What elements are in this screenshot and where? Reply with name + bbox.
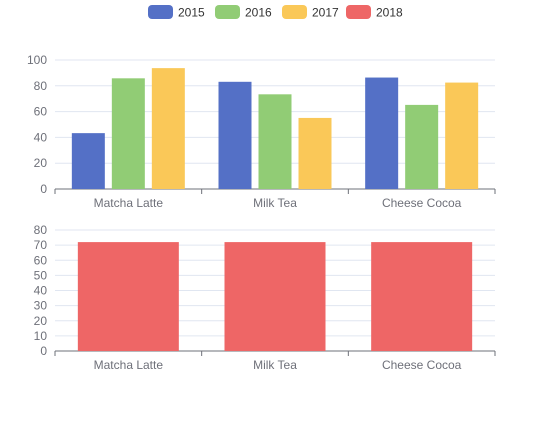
y-tick-label: 40 [34, 284, 48, 298]
x-tick-label: Matcha Latte [94, 358, 164, 372]
bar-2016-matcha-latte[interactable] [111, 78, 145, 189]
x-tick-label: Cheese Cocoa [382, 358, 462, 372]
bar-2016-cheese-cocoa[interactable] [405, 104, 439, 189]
bar-2017-milk-tea[interactable] [298, 117, 332, 189]
legend-swatch-2016 [215, 5, 240, 19]
legend-swatch-2018 [346, 5, 371, 19]
y-tick-label: 80 [34, 79, 48, 93]
y-tick-label: 20 [34, 314, 48, 328]
legend-swatch-2015 [148, 5, 173, 19]
bar-2017-matcha-latte[interactable] [151, 68, 185, 189]
y-tick-label: 60 [34, 105, 48, 119]
x-tick-label: Cheese Cocoa [382, 196, 462, 210]
legend: 2015 2016 2017 2018 [148, 5, 403, 20]
x-tick-label: Milk Tea [253, 358, 297, 372]
legend-label-2016: 2016 [245, 6, 272, 20]
bar-2018-cheese-cocoa[interactable] [371, 242, 473, 351]
legend-item-2015[interactable]: 2015 [148, 5, 205, 20]
legend-item-2016[interactable]: 2016 [215, 5, 272, 20]
top-chart: 0 20 40 60 80 100 Matcha Latte Milk Tea Cheese C… [27, 53, 496, 210]
legend-item-2017[interactable]: 2017 [282, 5, 339, 20]
y-tick-label: 100 [27, 53, 47, 67]
bar-2018-milk-tea[interactable] [224, 242, 326, 351]
bar-2016-milk-tea[interactable] [258, 94, 292, 189]
y-tick-label: 20 [34, 156, 48, 170]
y-tick-label: 10 [34, 329, 48, 343]
y-tick-label: 50 [34, 268, 48, 282]
y-tick-label: 0 [40, 182, 47, 196]
y-tick-label: 70 [34, 238, 48, 252]
legend-swatch-2017 [282, 5, 307, 19]
x-tick-label: Milk Tea [253, 196, 297, 210]
bar-2015-matcha-latte[interactable] [71, 133, 105, 189]
bar-2018-matcha-latte[interactable] [77, 242, 179, 351]
y-tick-label: 80 [34, 223, 48, 237]
bar-2015-milk-tea[interactable] [218, 81, 252, 189]
y-tick-label: 40 [34, 130, 48, 144]
legend-label-2018: 2018 [376, 6, 403, 20]
bar-2015-cheese-cocoa[interactable] [365, 77, 399, 189]
bar-2017-cheese-cocoa[interactable] [445, 82, 479, 189]
y-tick-label: 60 [34, 253, 48, 267]
x-tick-label: Matcha Latte [94, 196, 164, 210]
y-tick-label: 0 [40, 344, 47, 358]
legend-label-2017: 2017 [312, 6, 339, 20]
legend-label-2015: 2015 [178, 6, 205, 20]
legend-item-2018[interactable]: 2018 [346, 5, 403, 20]
y-tick-label: 30 [34, 299, 48, 313]
